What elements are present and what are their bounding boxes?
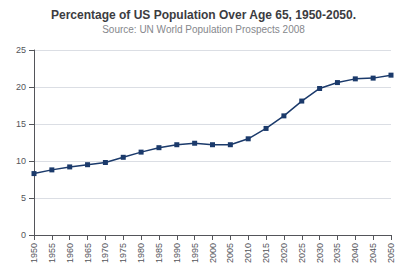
svg-text:2035: 2035	[332, 243, 342, 263]
svg-text:20: 20	[16, 82, 26, 92]
svg-text:0: 0	[21, 230, 26, 240]
svg-text:Percentage of US Population Ov: Percentage of US Population Over Age 65,…	[51, 8, 356, 22]
svg-text:2020: 2020	[279, 243, 289, 263]
svg-text:2040: 2040	[350, 243, 360, 263]
svg-text:2005: 2005	[225, 243, 235, 263]
svg-text:1975: 1975	[118, 243, 128, 263]
svg-text:15: 15	[16, 119, 26, 129]
svg-text:1955: 1955	[47, 243, 57, 263]
svg-text:1985: 1985	[154, 243, 164, 263]
svg-text:1965: 1965	[83, 243, 93, 263]
svg-text:1995: 1995	[190, 243, 200, 263]
svg-text:Source: UN World Population Pr: Source: UN World Population Prospects 20…	[102, 24, 305, 35]
svg-text:25: 25	[16, 45, 26, 55]
svg-text:2025: 2025	[297, 243, 307, 263]
svg-text:1960: 1960	[65, 243, 75, 263]
svg-text:2015: 2015	[261, 243, 271, 263]
svg-text:2010: 2010	[243, 243, 253, 263]
svg-text:2050: 2050	[386, 243, 396, 263]
svg-text:2045: 2045	[368, 243, 378, 263]
svg-text:1950: 1950	[29, 243, 39, 263]
svg-text:2030: 2030	[315, 243, 325, 263]
svg-text:5: 5	[21, 193, 26, 203]
svg-text:1990: 1990	[172, 243, 182, 263]
svg-text:10: 10	[16, 156, 26, 166]
svg-text:1980: 1980	[136, 243, 146, 263]
svg-text:1970: 1970	[100, 243, 110, 263]
svg-text:2000: 2000	[208, 243, 218, 263]
